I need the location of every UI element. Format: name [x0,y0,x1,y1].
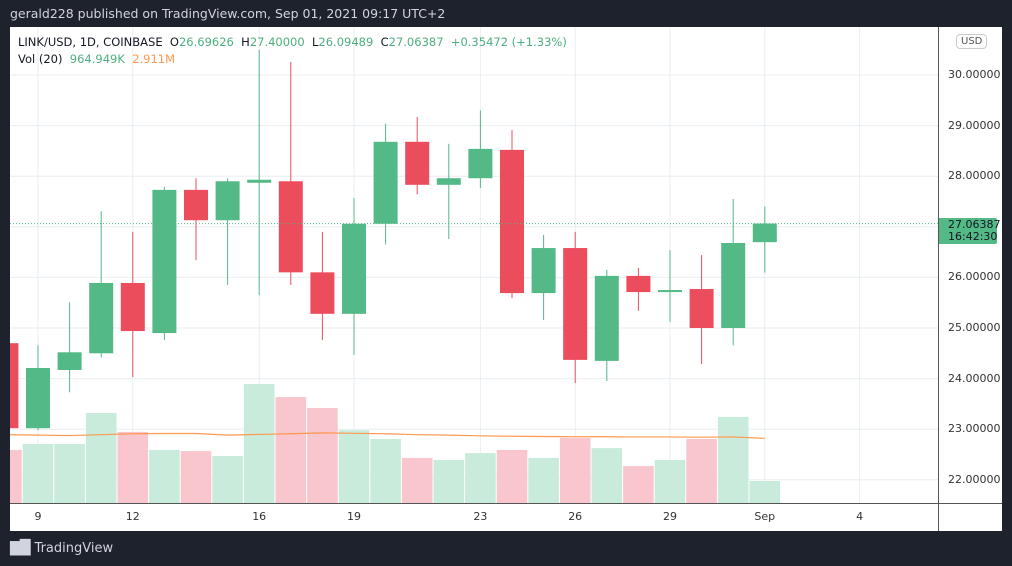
candle-body [278,181,303,273]
published-header: gerald228 published on TradingView.com, … [10,6,446,21]
candle-body [405,141,430,185]
candle-body [57,352,82,370]
close-value: 27.06387 [388,35,444,49]
time-tick-label: 26 [568,510,583,523]
volume-bar [465,453,496,503]
volume-bar [10,449,22,503]
open-label: O [169,35,179,49]
low-label: L [312,35,319,49]
brand-name: TradingView [34,540,114,556]
candle-body [120,282,145,332]
currency-button[interactable]: USD [956,34,988,49]
candle-body [215,181,240,221]
candle-body [26,367,50,429]
candle-body [500,149,524,294]
symbol-label: LINK/USD, 1D, COINBASE [18,35,163,49]
time-tick-label: 12 [125,510,140,523]
price-tick-label: 29.00000 [948,118,1001,132]
candle-body [689,289,714,328]
last-price: 27.06387 [948,218,1001,231]
candle-body [721,242,746,328]
volume-bar [243,384,275,503]
price-tick-label: 30.00000 [948,68,1001,81]
volume-bar [749,481,781,503]
volume-bar [54,444,85,503]
price-tick-label: 28.00000 [948,169,1001,183]
volume-bar [149,449,180,503]
volume-label: Vol (20) [18,52,63,66]
volume-value: 964.949K [69,52,125,66]
candle-body [310,272,335,314]
volume-bar [433,459,465,503]
candle-body [594,275,619,361]
last-price-label: 27.06387 16:42:30 [939,218,1001,244]
candle-body [89,282,114,354]
time-tick-label: 19 [347,510,361,523]
candle-body [342,223,366,314]
bar-countdown: 16:42:30 [948,230,998,243]
candle-body [247,179,272,183]
volume-bar [686,438,717,503]
price-tick-label: 26.00000 [948,270,1001,284]
volume-bar [85,413,117,503]
volume-bar [717,416,749,503]
time-tick-label: 4 [856,510,864,523]
candle-body [658,290,682,293]
volume-bar [496,449,528,503]
close-label: C [380,35,389,49]
candle-body [531,248,556,294]
high-value: 27.40000 [249,35,305,49]
candle-body [626,275,651,293]
time-tick-label: 9 [34,510,42,523]
volume-bar [22,444,54,503]
time-tick-label: 23 [473,510,488,523]
volume-bar [654,459,686,503]
price-tick-label: 22.00000 [948,472,1001,486]
candle-body [752,223,777,243]
volume-bar [307,408,338,503]
volume-bar [180,451,212,503]
candle-body [10,343,19,429]
candle-body [184,189,208,221]
chart-legend: LINK/USD, 1D, COINBASE O26.69626 H27.400… [18,34,567,68]
time-tick-label: 16 [252,510,267,523]
volume-bar [528,457,559,503]
volume-bar [212,456,243,503]
time-tick-label: Sep [754,510,776,523]
candle-body [152,189,177,334]
candle-body [563,248,588,360]
low-value: 26.09489 [318,35,374,49]
volume-ma-line [10,432,765,439]
time-tick-label: 29 [663,510,677,523]
change-value: +0.35472 (+1.33%) [450,35,567,49]
volume-ma-value: 2.911M [132,52,176,66]
tradingview-logo-icon: ▇█ [10,540,31,556]
volume-bar [275,397,307,503]
volume-bar [401,457,433,503]
tradingview-logo[interactable]: ▇█ TradingView [10,540,113,556]
price-tick-label: 24.00000 [948,371,1001,385]
price-tick-label: 23.00000 [948,422,1001,436]
volume-bar [117,431,149,503]
price-tick-label: 25.00000 [948,321,1001,334]
candle-body [436,178,461,185]
candle-body [373,141,398,224]
candle-body [468,148,493,179]
high-label: H [241,35,250,49]
open-value: 26.69626 [178,35,234,49]
volume-bar [338,430,370,503]
volume-bar [559,438,591,503]
plot-pane [10,27,938,503]
volume-bar [623,466,654,503]
volume-bar [591,448,623,503]
volume-bar [370,438,401,503]
